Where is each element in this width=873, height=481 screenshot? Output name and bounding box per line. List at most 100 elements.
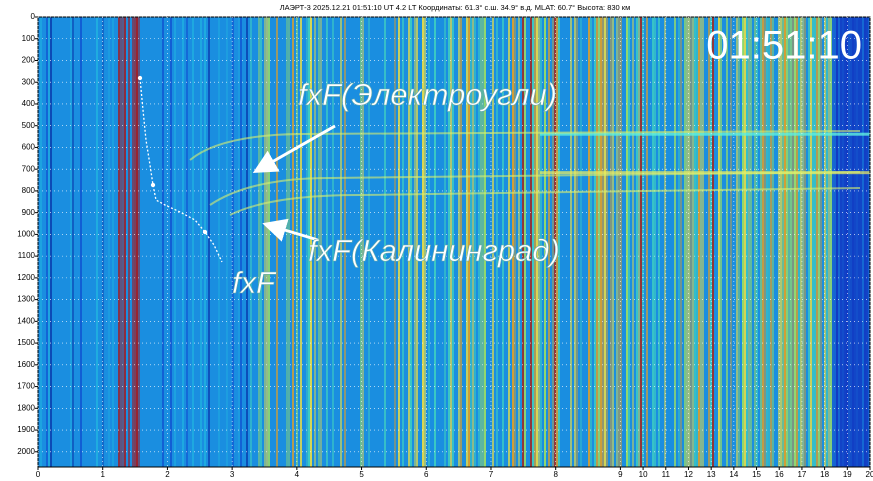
x-tick-label: 10 — [639, 470, 648, 479]
y-tick-label: 1300 — [17, 295, 35, 304]
stripe — [326, 17, 328, 467]
stripe — [384, 17, 386, 467]
stripe — [804, 17, 806, 467]
x-tick-label: 3 — [230, 470, 235, 479]
y-tick-label: 700 — [22, 164, 36, 173]
stripe — [558, 17, 560, 467]
stripe — [574, 17, 576, 467]
stripe — [524, 17, 526, 467]
stripe — [450, 17, 452, 467]
x-tick-label: 18 — [820, 470, 829, 479]
stripe — [812, 17, 814, 467]
stripe — [782, 17, 784, 467]
stripe — [458, 17, 460, 467]
stripe — [866, 17, 868, 467]
fxf-trace — [137, 75, 223, 263]
x-tick-label: 9 — [618, 470, 623, 479]
y-tick-label: 500 — [22, 121, 36, 130]
x-tick-label: 1 — [100, 470, 105, 479]
stripe — [530, 17, 532, 467]
stripe — [828, 17, 830, 467]
stripe — [800, 17, 802, 467]
stripe — [318, 17, 320, 467]
stripe — [674, 17, 676, 467]
y-tick-label: 900 — [22, 208, 36, 217]
stripe — [480, 17, 482, 467]
stripe — [108, 17, 110, 467]
y-tick-label: 200 — [22, 56, 36, 65]
stripe — [332, 17, 334, 467]
stripe — [444, 17, 446, 467]
y-tick-label: 0 — [31, 12, 36, 21]
stripe — [260, 17, 262, 467]
x-tick-label: 17 — [797, 470, 806, 479]
stripe — [48, 17, 50, 467]
stripe — [862, 17, 864, 467]
stripe — [820, 17, 822, 467]
y-tick-label: 1600 — [17, 360, 35, 369]
stripe — [628, 17, 630, 467]
stripe — [522, 17, 524, 467]
stripe — [646, 17, 648, 467]
stripe — [736, 17, 738, 467]
x-tick-label: 15 — [752, 470, 761, 479]
x-tick-label: 2 — [165, 470, 170, 479]
y-tick-label: 300 — [22, 77, 36, 86]
stripe — [824, 17, 826, 467]
stripe — [192, 17, 194, 467]
stripe — [362, 17, 364, 467]
stripe — [124, 17, 126, 467]
stripe — [754, 17, 756, 467]
y-tick-label: 1000 — [17, 230, 35, 239]
stripe — [798, 17, 800, 467]
stripe — [684, 17, 686, 467]
stripe — [694, 17, 696, 467]
arrow — [252, 124, 336, 173]
stripe — [786, 17, 788, 467]
x-tick-label: 13 — [707, 470, 716, 479]
stripe — [756, 17, 758, 467]
stripe — [730, 17, 732, 467]
stripe — [606, 17, 608, 467]
stripe — [848, 17, 850, 467]
stripe — [768, 17, 770, 467]
stripe — [246, 17, 248, 467]
stripe — [636, 17, 638, 467]
stripe — [518, 17, 520, 467]
stripe — [746, 17, 748, 467]
stripe — [314, 17, 316, 467]
stripe — [72, 17, 74, 467]
stripe — [832, 17, 834, 467]
x-tick-label: 0 — [36, 470, 41, 479]
stripe — [858, 17, 860, 467]
stripe — [496, 17, 498, 467]
stripe — [232, 17, 234, 467]
stripe — [770, 17, 772, 467]
stripe — [422, 17, 424, 467]
stripe — [598, 17, 600, 467]
stripe — [696, 17, 698, 467]
stripe — [286, 17, 288, 467]
stripe — [554, 17, 556, 467]
stripe — [604, 17, 606, 467]
echo-traces — [189, 130, 861, 216]
stripe — [860, 17, 862, 467]
stripe — [610, 17, 612, 467]
band — [540, 132, 870, 136]
stripe — [826, 17, 828, 467]
stripe — [698, 17, 700, 467]
stripe — [226, 17, 228, 467]
stripe — [810, 17, 812, 467]
stripe — [200, 17, 202, 467]
stripe — [658, 17, 660, 467]
stripe — [720, 17, 722, 467]
stripe — [552, 17, 554, 467]
stripe — [118, 17, 120, 467]
y-tick-label: 1900 — [17, 425, 35, 434]
stripe — [540, 17, 542, 467]
y-tick-label: 400 — [22, 99, 36, 108]
axes: 0100200300400500600700800900100011001200… — [17, 12, 873, 479]
y-tick-label: 1100 — [18, 251, 36, 260]
stripe — [780, 17, 782, 467]
y-tick-label: 100 — [22, 34, 36, 43]
